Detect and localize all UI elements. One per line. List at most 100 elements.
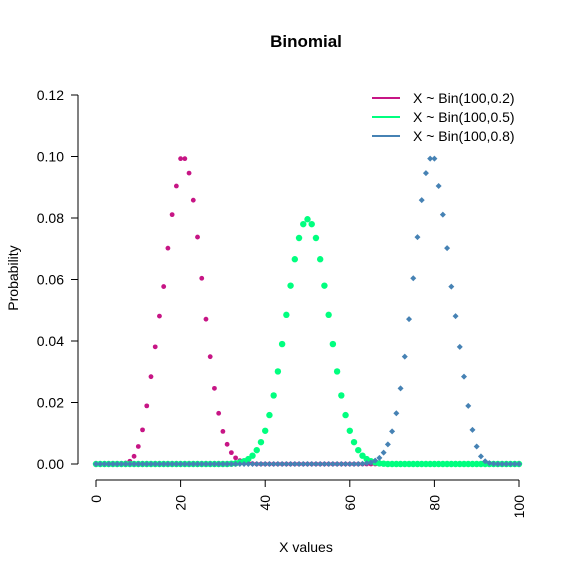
data-point [270, 392, 277, 399]
x-axis-ticks: 0 20 40 60 80 100 [88, 480, 527, 518]
data-point [177, 461, 184, 467]
data-point [262, 427, 269, 434]
data-point [215, 461, 222, 467]
data-point [376, 454, 383, 461]
data-point [465, 402, 472, 409]
data-point [401, 353, 408, 360]
data-point [228, 450, 234, 456]
y-tick-label: 0.02 [37, 395, 64, 411]
data-point [109, 461, 116, 467]
data-point [308, 461, 315, 467]
data-point [144, 403, 150, 409]
data-point [427, 155, 434, 162]
data-point [211, 461, 218, 467]
data-point [355, 446, 362, 454]
data-point [266, 411, 273, 419]
data-point [190, 461, 197, 467]
data-point [169, 212, 175, 218]
x-tick-label: 40 [257, 495, 273, 511]
data-point [452, 313, 459, 320]
data-point [156, 461, 163, 467]
y-tick-label: 0.04 [37, 333, 64, 349]
data-point [482, 458, 489, 465]
data-point [296, 461, 303, 467]
x-tick-label: 0 [88, 495, 104, 503]
data-point [291, 461, 298, 467]
data-point [249, 461, 256, 467]
data-point [173, 461, 180, 467]
legend-label: X ~ Bin(100,0.2) [413, 90, 515, 106]
data-point [329, 461, 336, 467]
data-point [414, 234, 421, 241]
data-point [325, 311, 332, 319]
data-point [494, 461, 501, 467]
data-point [359, 460, 366, 467]
data-point [157, 313, 162, 319]
data-point [363, 460, 370, 467]
data-point [351, 461, 358, 467]
data-point [346, 427, 353, 434]
data-point [287, 282, 294, 289]
series-3 [93, 155, 522, 467]
data-point [490, 460, 497, 467]
data-point [312, 234, 320, 242]
data-point [316, 256, 324, 263]
data-point [367, 459, 374, 466]
data-point [165, 245, 171, 251]
data-point [300, 220, 307, 228]
data-point [186, 461, 193, 467]
x-tick-label: 80 [426, 495, 442, 511]
data-point [431, 155, 438, 162]
data-point [418, 197, 425, 204]
data-point [105, 461, 112, 467]
data-point [148, 374, 154, 380]
data-point [253, 461, 260, 467]
data-point [93, 461, 99, 467]
data-point [249, 452, 256, 459]
data-point [422, 170, 429, 177]
data-point [182, 156, 188, 162]
data-point [300, 461, 307, 467]
data-point [435, 183, 442, 190]
data-point [283, 311, 290, 319]
data-point [186, 170, 192, 176]
y-axis-ticks: 0.00 0.02 0.04 0.06 0.08 0.10 0.12 [37, 87, 78, 472]
data-point [274, 461, 281, 467]
y-tick-label: 0.08 [37, 210, 64, 226]
data-point [333, 368, 341, 375]
data-point [207, 461, 214, 467]
y-tick-label: 0.00 [37, 456, 64, 472]
data-point [241, 461, 248, 467]
data-point [321, 282, 328, 289]
data-point [160, 461, 167, 467]
data-point [350, 438, 358, 446]
data-point [469, 426, 476, 433]
data-point [169, 461, 176, 467]
data-point [152, 461, 159, 467]
data-point [511, 461, 518, 467]
data-point [486, 460, 493, 467]
data-points [92, 155, 523, 468]
data-point [257, 438, 265, 446]
data-point [152, 344, 158, 350]
data-point [444, 245, 451, 252]
data-point [516, 461, 522, 467]
data-point [270, 461, 277, 467]
data-point [126, 461, 133, 467]
data-point [195, 234, 200, 240]
data-point [114, 461, 121, 467]
data-point [291, 256, 299, 263]
data-point [233, 455, 238, 461]
data-point [253, 446, 260, 454]
data-point [389, 428, 396, 435]
data-point [220, 429, 226, 434]
data-point [380, 449, 387, 456]
data-point [135, 461, 142, 467]
data-point [232, 461, 239, 467]
data-point [131, 453, 137, 459]
series-2 [92, 216, 523, 468]
data-point [342, 411, 349, 419]
data-point [346, 461, 353, 467]
data-point [173, 183, 179, 189]
